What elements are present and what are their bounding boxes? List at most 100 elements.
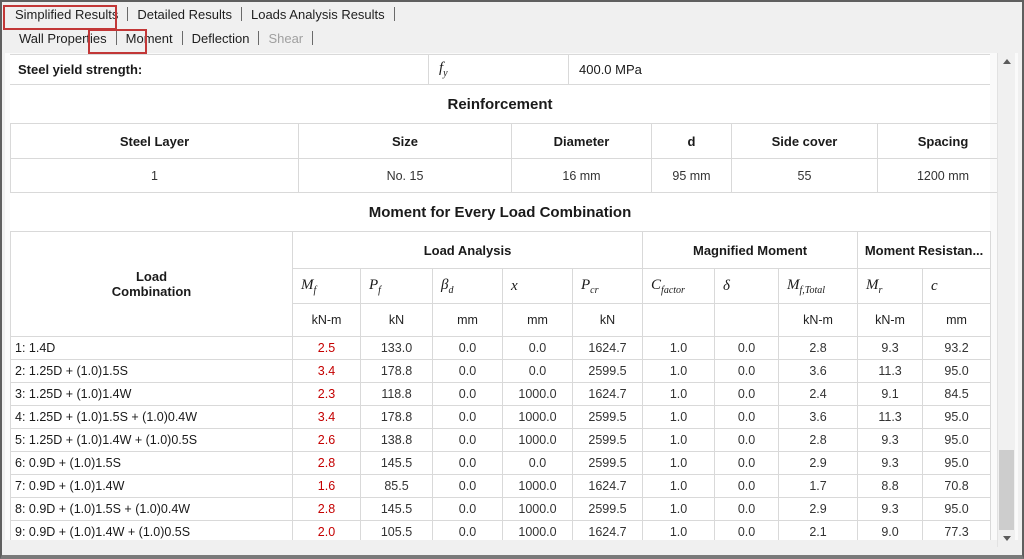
value-cell: 0.0 xyxy=(714,451,780,475)
tab-separator xyxy=(240,7,242,21)
scroll-down-button[interactable] xyxy=(998,530,1015,547)
value-cell: 70.8 xyxy=(922,474,992,498)
value-cell: 95.0 xyxy=(922,497,992,521)
tab-separator xyxy=(393,7,395,21)
reinforcement-table-head: Steel Layer Size Diameter d Side cover Spacin… xyxy=(10,123,1009,159)
value-cell: 0.0 xyxy=(432,336,503,360)
reinforcement-column-header: d xyxy=(651,123,732,159)
symbol-header-mf: Mf xyxy=(292,268,361,304)
value-cell: 1.0 xyxy=(642,474,716,498)
value-cell: 2.6 xyxy=(292,428,361,452)
subtab-deflection[interactable]: Deflection xyxy=(191,30,250,46)
tab-loads-analysis-results[interactable]: Loads Analysis Results xyxy=(250,6,385,22)
reinforcement-cell: No. 15 xyxy=(298,158,512,193)
value-cell: 145.5 xyxy=(360,451,433,475)
value-cell: 0.0 xyxy=(502,336,573,360)
subtab-shear[interactable]: Shear xyxy=(268,30,304,46)
symbol-header-c: c xyxy=(922,268,992,304)
value-cell: 1.0 xyxy=(642,451,716,475)
value-cell: 9.3 xyxy=(857,428,924,452)
vertical-scrollbar[interactable] xyxy=(997,53,1015,547)
load-combination-row: 5: 1.25D + (1.0)1.4W + (1.0)0.5S 2.6 138.8… xyxy=(10,428,992,452)
reinforcement-cell: 55 xyxy=(731,158,878,193)
value-cell: 1.0 xyxy=(642,359,716,383)
load-combination-cell: 4: 1.25D + (1.0)1.5S + (1.0)0.4W xyxy=(10,405,293,429)
value-cell: 2.8 xyxy=(778,428,859,452)
reinforcement-title: Reinforcement xyxy=(447,95,553,113)
reinforcement-cell: 16 mm xyxy=(511,158,652,193)
value-cell: 9.3 xyxy=(857,336,924,360)
load-combination-row: 3: 1.25D + (1.0)1.4W 2.3 118.8 0.0 1000.0 162… xyxy=(10,382,992,406)
group-load-analysis: Load Analysis xyxy=(291,231,644,269)
unit-cell: mm xyxy=(432,303,503,337)
value-cell: 85.5 xyxy=(360,474,433,498)
symbol-header-: δ xyxy=(714,268,780,304)
scroll-down-icon xyxy=(1002,536,1011,541)
value-cell: 1624.7 xyxy=(571,336,644,360)
value-cell: 1000.0 xyxy=(502,497,573,521)
unit-cell: kN-m xyxy=(778,303,859,337)
value-cell: 3.4 xyxy=(292,359,361,383)
symbol-header-x: x xyxy=(502,268,573,304)
main-tab-bar: Simplified Results Detailed Results Loads … xyxy=(2,2,1022,26)
unit-cell: kN xyxy=(571,303,644,337)
tab-separator xyxy=(312,31,314,45)
value-cell: 1.0 xyxy=(642,405,716,429)
reinforcement-header-row: Steel Layer Size Diameter d Side cover Spacin… xyxy=(10,123,1009,159)
value-cell: 0.0 xyxy=(714,359,780,383)
value-cell: 133.0 xyxy=(360,336,433,360)
load-combination-cell: 5: 1.25D + (1.0)1.4W + (1.0)0.5S xyxy=(10,428,293,452)
subtab-moment[interactable]: Moment xyxy=(125,30,173,46)
value-cell: 9.3 xyxy=(857,497,924,521)
reinforcement-data-row: 1 No. 15 16 mm 95 mm 55 1200 mm xyxy=(10,158,1009,193)
tab-separator xyxy=(258,31,260,45)
value-cell: 178.8 xyxy=(360,405,433,429)
value-cell: 1.0 xyxy=(642,428,716,452)
results-panel: Steel yield strength: fy 400.0 MPa Reinf… xyxy=(5,53,1018,548)
load-combination-cell: 3: 1.25D + (1.0)1.4W xyxy=(10,382,293,406)
value-cell: 0.0 xyxy=(432,497,503,521)
reinforcement-cell: 95 mm xyxy=(651,158,732,193)
tab-detailed-results[interactable]: Detailed Results xyxy=(137,6,232,22)
value-cell: 1624.7 xyxy=(571,382,644,406)
unit-cell: kN-m xyxy=(292,303,361,337)
moment-symbol-header-row: Mf Pf βd x Pcr Cfactor δ Mf,Total Mr c xyxy=(11,268,992,304)
unit-cell: mm xyxy=(502,303,573,337)
reinforcement-column-header: Steel Layer xyxy=(10,123,299,159)
value-cell: 2.9 xyxy=(778,451,859,475)
tab-simplified-results[interactable]: Simplified Results xyxy=(15,6,119,22)
scrollbar-thumb[interactable] xyxy=(999,450,1014,535)
load-combination-header: Load Combination xyxy=(10,231,293,337)
subtab-wall-properties[interactable]: Wall Properties xyxy=(19,30,107,46)
value-cell: 2.8 xyxy=(292,497,361,521)
value-cell: 2599.5 xyxy=(571,405,644,429)
value-cell: 2.3 xyxy=(292,382,361,406)
load-combination-row: 6: 0.9D + (1.0)1.5S 2.8 145.5 0.0 0.0 2599.5 1… xyxy=(10,451,992,475)
steel-yield-strength-label: Steel yield strength: xyxy=(18,62,143,77)
value-cell: 1.7 xyxy=(778,474,859,498)
value-cell: 95.0 xyxy=(922,451,992,475)
value-cell: 2.4 xyxy=(778,382,859,406)
load-combination-row: 1: 1.4D 2.5 133.0 0.0 0.0 1624.7 1.0 0.0 2.8 9.3 9… xyxy=(10,336,992,360)
value-cell: 1000.0 xyxy=(502,428,573,452)
scroll-up-icon xyxy=(1002,59,1011,64)
value-cell: 95.0 xyxy=(922,359,992,383)
value-cell: 0.0 xyxy=(714,428,780,452)
sub-tab-bar: Wall Properties Moment Deflection Shear xyxy=(2,26,1022,50)
value-cell: 3.6 xyxy=(778,359,859,383)
tab-separator xyxy=(115,31,117,45)
tab-separator xyxy=(181,31,183,45)
reinforcement-column-header: Side cover xyxy=(731,123,878,159)
load-combination-row: 4: 1.25D + (1.0)1.5S + (1.0)0.4W 3.4 178.8… xyxy=(10,405,992,429)
tab-separator xyxy=(127,7,129,21)
scroll-up-button[interactable] xyxy=(998,53,1015,70)
value-cell: 3.4 xyxy=(292,405,361,429)
value-cell: 2599.5 xyxy=(571,359,644,383)
group-moment-resistan: Moment Resistan... xyxy=(857,231,992,269)
value-cell: 178.8 xyxy=(360,359,433,383)
value-cell: 0.0 xyxy=(502,359,573,383)
load-combination-cell: 2: 1.25D + (1.0)1.5S xyxy=(10,359,293,383)
value-cell: 0.0 xyxy=(714,336,780,360)
value-cell: 0.0 xyxy=(714,497,780,521)
